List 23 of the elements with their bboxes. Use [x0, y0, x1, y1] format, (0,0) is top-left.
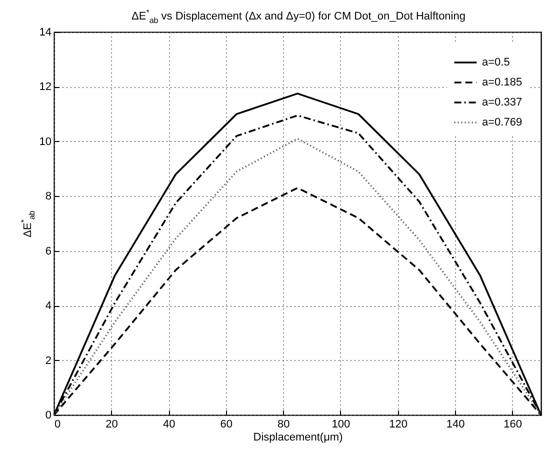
x-tick-label: 0 [54, 418, 61, 430]
x-tick-label: 140 [446, 418, 465, 430]
x-tick-label: 100 [332, 418, 350, 430]
legend-label: a=0.5 [482, 56, 510, 68]
x-tick-label: 120 [389, 418, 408, 430]
x-tick-label: 60 [220, 418, 233, 430]
y-tick-label: 10 [39, 136, 52, 148]
y-tick-label: 2 [45, 354, 52, 367]
chart-title: ΔE$^{*}$$_{ab}$ vs Displacement (Δx and Δy=0) for CM Dot_on_Dot Halftoning [130, 8, 466, 25]
y-tick-label: 14 [39, 26, 52, 38]
x-tick-label: 80 [278, 418, 290, 430]
y-tick-label: 12 [39, 81, 52, 94]
legend-label: a=0.185 [482, 76, 522, 88]
x-tick-label: 160 [504, 418, 522, 430]
y-tick-label: 6 [45, 245, 52, 258]
y-tick-label: 8 [45, 190, 52, 203]
x-tick-label: 20 [106, 418, 118, 430]
x-tick-label: 40 [162, 418, 176, 430]
legend-label: a=0.769 [482, 116, 522, 128]
y-tick-label: 4 [45, 300, 52, 312]
legend-label: a=0.337 [482, 96, 522, 108]
y-tick-label: 0 [45, 410, 52, 422]
x-axis-title: Displacement(μm) [253, 432, 343, 444]
